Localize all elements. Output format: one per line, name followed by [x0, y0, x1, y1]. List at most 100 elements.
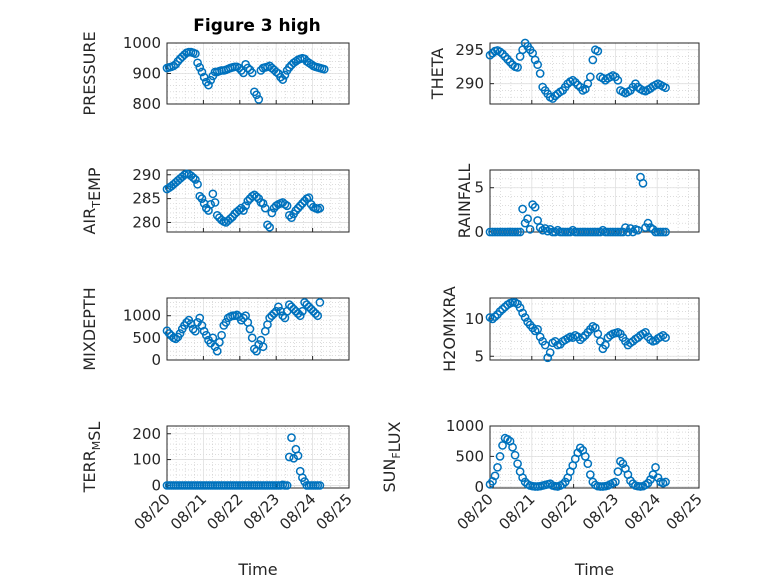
data-point	[274, 302, 283, 312]
y-tick-label: 100	[132, 451, 161, 469]
data-point	[188, 324, 198, 334]
data-point	[618, 227, 628, 237]
data-point	[191, 175, 200, 184]
data-point	[252, 192, 261, 202]
data-point	[570, 77, 580, 87]
data-point	[490, 471, 500, 481]
data-point	[197, 67, 207, 77]
data-point	[293, 203, 303, 213]
data-point	[234, 205, 244, 215]
x-tick-label: 08/21	[495, 490, 538, 533]
data-point	[493, 462, 502, 472]
y-axis-label: PRESSURE	[80, 31, 99, 115]
data-point	[287, 433, 296, 442]
data-point	[656, 227, 665, 237]
data-point	[293, 309, 303, 318]
data-point	[548, 94, 558, 103]
data-point	[638, 178, 648, 188]
series-pressure	[162, 47, 329, 104]
y-tick-label: 0	[151, 476, 161, 494]
data-point	[319, 64, 329, 74]
data-point	[276, 72, 285, 82]
data-point	[193, 179, 202, 189]
data-point	[518, 204, 527, 214]
data-point	[212, 210, 222, 220]
y-tick-label: 0	[474, 478, 484, 496]
data-point	[585, 72, 595, 82]
data-point	[515, 303, 525, 313]
data-point	[282, 481, 292, 490]
data-point	[217, 330, 226, 340]
y-tick-label: 0	[151, 351, 161, 369]
data-point	[241, 201, 250, 211]
data-point	[520, 218, 530, 228]
data-point	[282, 201, 292, 211]
axes-border	[489, 297, 700, 361]
data-point	[306, 304, 316, 314]
data-point	[164, 329, 174, 338]
data-point	[195, 191, 205, 201]
x-tick-label: 08/24	[621, 490, 664, 533]
y-tick-label: 1000	[446, 417, 484, 435]
y-tick-label: 200	[132, 425, 161, 443]
data-point	[513, 227, 522, 237]
data-point	[613, 227, 623, 237]
data-point	[535, 332, 545, 342]
data-point	[247, 68, 257, 78]
y-tick-label: 10	[465, 310, 484, 328]
y-tick-label: 900	[132, 65, 161, 83]
y-axis-label: THETA	[428, 48, 447, 100]
data-point	[206, 75, 216, 85]
data-point	[293, 451, 303, 461]
data-point	[302, 300, 312, 309]
y-tick-label: 285	[132, 190, 161, 208]
y-tick-label: 1000	[123, 307, 161, 325]
data-point	[498, 49, 507, 59]
data-point	[208, 189, 218, 199]
data-point	[495, 307, 505, 316]
subplot-h2omixra: 5 10 H2OMIXRA	[440, 286, 700, 372]
x-axis-label: Time	[574, 560, 614, 579]
data-point	[206, 199, 216, 209]
data-point	[568, 333, 578, 342]
data-point	[210, 342, 220, 352]
data-point	[278, 75, 288, 84]
data-point	[236, 203, 246, 213]
data-point	[265, 222, 274, 232]
data-point	[284, 210, 294, 220]
data-point	[260, 203, 270, 213]
y-axis-label: SUNFLUX	[380, 421, 404, 492]
data-point	[287, 302, 296, 312]
data-point	[258, 342, 268, 352]
data-point	[593, 46, 603, 56]
data-point	[575, 335, 585, 345]
x-axis-label: Time	[237, 560, 277, 579]
data-point	[508, 442, 517, 452]
data-point	[495, 47, 505, 57]
series-terr-msl	[162, 433, 325, 490]
data-point	[651, 462, 660, 472]
subplot-mixdepth: 0 500 1000 MIXDEPTH	[80, 287, 350, 371]
data-point	[578, 333, 588, 342]
series-h2omixra	[485, 298, 670, 363]
data-point	[558, 480, 568, 489]
data-point	[543, 353, 553, 363]
data-point	[284, 300, 294, 309]
figure-title: Figure 3 high	[193, 16, 321, 36]
data-point	[568, 75, 578, 85]
data-point	[488, 314, 497, 324]
data-point	[208, 333, 218, 343]
data-point	[618, 459, 628, 469]
data-point	[658, 330, 668, 340]
data-point	[295, 311, 305, 321]
data-point	[195, 313, 205, 323]
y-tick-label: 500	[455, 447, 484, 465]
data-point	[169, 61, 178, 71]
y-axis-label: RAINFALL	[455, 164, 474, 239]
data-point	[254, 95, 264, 104]
x-tick-label: 08/21	[167, 490, 210, 533]
